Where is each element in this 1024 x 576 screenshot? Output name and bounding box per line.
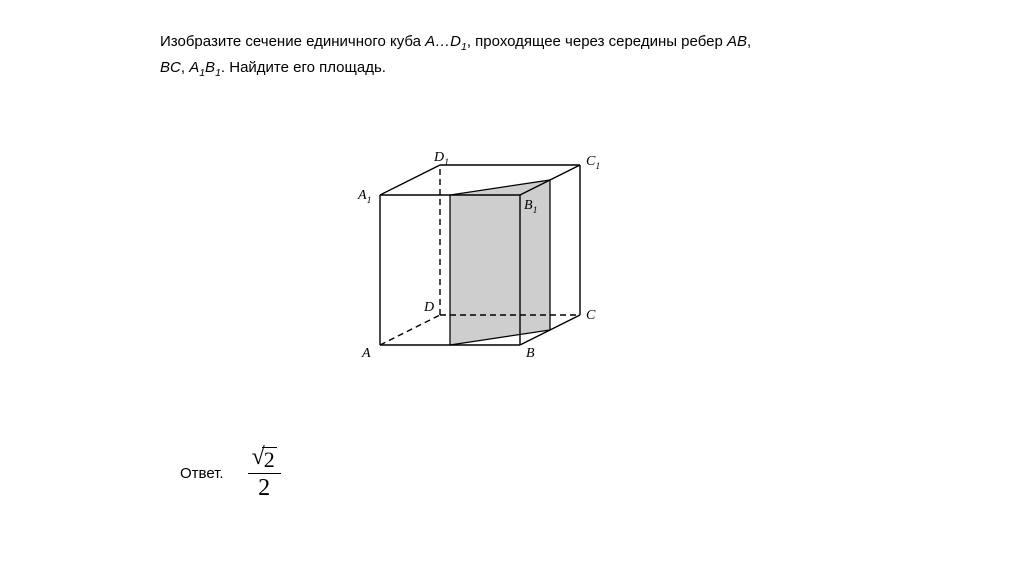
cube-svg: ABCDA1B1C1D1 — [330, 115, 630, 375]
answer-label: Ответ. — [180, 465, 224, 482]
cube-notation: A…D1 — [425, 33, 467, 50]
text-frag: . Найдите его площадь. — [221, 59, 386, 76]
edge-ab: AB — [727, 33, 747, 50]
edge-a1b1: A1B1 — [189, 59, 221, 76]
answer-row: Ответ. √ 2 2 — [180, 445, 281, 501]
svg-text:B: B — [526, 346, 535, 361]
problem-statement: Изобразите сечение единичного куба A…D1,… — [160, 30, 880, 82]
text-frag: Изобразите сечение единичного куба — [160, 33, 425, 50]
svg-text:A1: A1 — [357, 188, 371, 206]
svg-text:D: D — [423, 300, 434, 315]
svg-text:A: A — [361, 346, 371, 361]
denominator: 2 — [248, 474, 281, 501]
answer-value: √ 2 2 — [248, 445, 281, 501]
svg-text:C: C — [586, 308, 596, 323]
cube-diagram: ABCDA1B1C1D1 — [330, 115, 630, 375]
radicand: 2 — [262, 447, 277, 471]
text-frag: , проходящее через середины ребер — [467, 33, 727, 50]
svg-text:C1: C1 — [586, 154, 600, 172]
sqrt-expression: √ 2 — [252, 445, 277, 471]
edge-bc: BC — [160, 59, 181, 76]
